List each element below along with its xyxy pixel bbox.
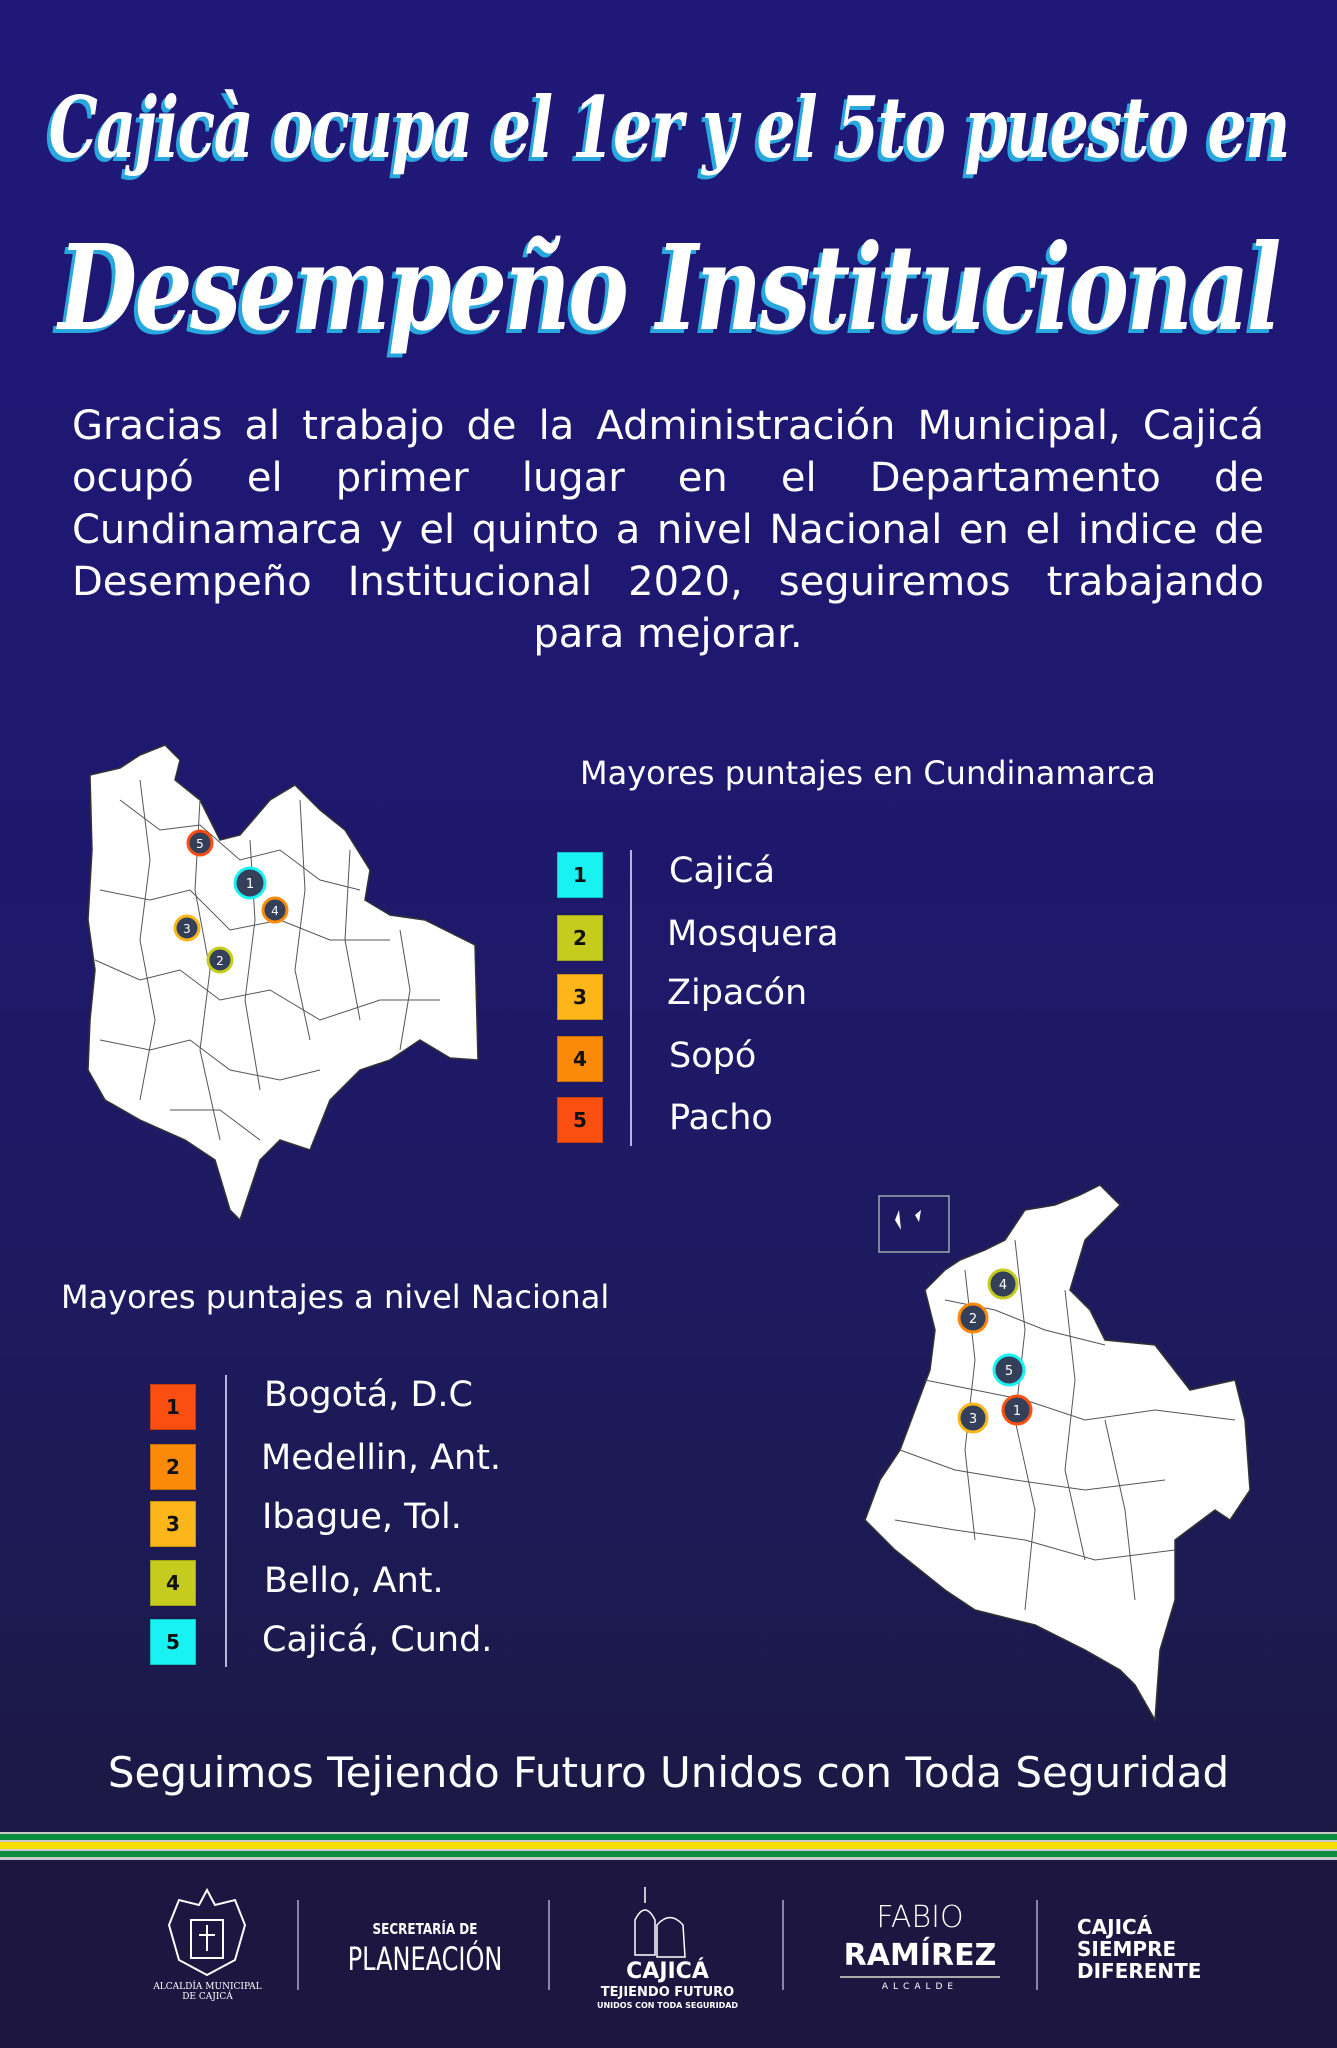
nacional-heading: Mayores puntajes a nivel Nacional bbox=[61, 1278, 610, 1316]
title-line-2: Desempeño Institucional bbox=[58, 218, 1281, 357]
rank-badge: 5 bbox=[150, 1619, 196, 1665]
secretaria-top: SECRETARÍA DE bbox=[372, 1920, 478, 1938]
unidos-text: UNIDOS CON TODA SEGURIDAD bbox=[596, 2001, 739, 2010]
colombia-map: 4 2 5 1 3 bbox=[864, 1184, 1251, 1723]
cund-marker-2: 2 bbox=[206, 946, 234, 974]
svg-text:2: 2 bbox=[969, 1312, 977, 1327]
cund-marker-1: 1 bbox=[233, 866, 267, 900]
title-line-2-wrap: Desempeño Institucional bbox=[0, 218, 1337, 358]
cundinamarca-map: 5 1 4 3 2 bbox=[87, 744, 479, 1222]
nac-marker-5: 5 bbox=[992, 1353, 1026, 1387]
svg-text:4: 4 bbox=[271, 904, 279, 918]
footer-divider bbox=[548, 1900, 550, 1990]
siempre-line: DIFERENTE bbox=[1077, 1959, 1202, 1983]
nac-marker-1: 1 bbox=[1001, 1394, 1033, 1426]
nac-marker-3: 3 bbox=[957, 1402, 989, 1434]
rank-badge: 4 bbox=[150, 1560, 196, 1606]
list-item: Bello, Ant. bbox=[264, 1561, 444, 1601]
list-item: Sopó bbox=[669, 1036, 757, 1076]
tejiendo-futuro: TEJIENDO FUTURO bbox=[600, 1985, 735, 2000]
rank-badge: 2 bbox=[150, 1444, 196, 1490]
cundinamarca-divider bbox=[630, 850, 632, 1146]
cundinamarca-heading: Mayores puntajes en Cundinamarca bbox=[580, 754, 1156, 792]
flag-stripes bbox=[0, 1832, 1337, 1860]
slogan-wrap: Seguimos Tejiendo Futuro Unidos con Toda… bbox=[0, 1748, 1337, 1797]
rank-badge: 3 bbox=[557, 974, 603, 1020]
siempre-diferente: CAJICÁ SIEMPRE DIFERENTE bbox=[1077, 1916, 1201, 1982]
slogan: Seguimos Tejiendo Futuro Unidos con Toda… bbox=[107, 1748, 1230, 1797]
church-tram-logo bbox=[634, 1887, 686, 1958]
svg-text:1: 1 bbox=[1013, 1404, 1021, 1419]
list-item: Medellin, Ant. bbox=[261, 1438, 502, 1478]
secretaria-main: PLANEACIÓN bbox=[347, 1940, 503, 1978]
list-item: Cajicá bbox=[669, 851, 776, 891]
svg-text:2: 2 bbox=[216, 954, 224, 968]
name-underline bbox=[840, 1976, 1000, 1978]
rank-badge: 3 bbox=[150, 1501, 196, 1547]
alcaldia-text: ALCALDÍA MUNICIPAL DE CAJICÁ bbox=[153, 1982, 262, 2002]
cund-marker-3: 3 bbox=[173, 914, 201, 942]
svg-text:3: 3 bbox=[183, 922, 191, 936]
cund-marker-4: 4 bbox=[261, 896, 289, 924]
rank-badge: 2 bbox=[557, 915, 603, 961]
siempre-line: CAJICÁ bbox=[1077, 1915, 1153, 1939]
svg-text:3: 3 bbox=[969, 1412, 977, 1427]
svg-text:5: 5 bbox=[196, 837, 204, 851]
footer-divider bbox=[782, 1900, 784, 1990]
fabio-text: FABIO bbox=[876, 1900, 964, 1935]
nac-marker-2: 2 bbox=[957, 1302, 989, 1334]
footer-divider bbox=[1036, 1900, 1038, 1990]
svg-text:5: 5 bbox=[1005, 1364, 1013, 1379]
list-item: Ibague, Tol. bbox=[262, 1497, 462, 1537]
list-item: Cajicá, Cund. bbox=[262, 1620, 493, 1660]
alcalde-text: ALCALDE bbox=[881, 1982, 959, 1992]
list-item: Pacho bbox=[669, 1098, 773, 1138]
title-line-1-wrap: Cajicà ocupa el 1er y el 5to puesto en bbox=[0, 78, 1337, 178]
intro-paragraph: Gracias al trabajo de la Administración … bbox=[72, 403, 1264, 657]
footer-divider bbox=[297, 1900, 299, 1990]
rank-badge: 4 bbox=[557, 1036, 603, 1082]
list-item: Zipacón bbox=[667, 973, 808, 1013]
title-line-1: Cajicà ocupa el 1er y el 5to puesto en bbox=[48, 78, 1290, 177]
svg-text:4: 4 bbox=[999, 1278, 1007, 1293]
list-item: Mosquera bbox=[667, 914, 839, 954]
cajica-brand: CAJICÁ bbox=[626, 1959, 709, 1984]
siempre-line: SIEMPRE bbox=[1077, 1937, 1177, 1961]
ramirez-text: RAMÍREZ bbox=[843, 1938, 997, 1973]
rank-badge: 1 bbox=[150, 1384, 196, 1430]
cund-marker-5: 5 bbox=[186, 829, 214, 857]
rank-badge: 1 bbox=[557, 852, 603, 898]
san-andres-inset bbox=[878, 1195, 950, 1253]
rank-badge: 5 bbox=[557, 1097, 603, 1143]
coat-of-arms-logo bbox=[167, 1887, 247, 1977]
list-item: Bogotá, D.C bbox=[264, 1375, 473, 1415]
nacional-divider bbox=[225, 1375, 227, 1667]
svg-text:1: 1 bbox=[246, 877, 254, 892]
nac-marker-4: 4 bbox=[987, 1268, 1019, 1300]
